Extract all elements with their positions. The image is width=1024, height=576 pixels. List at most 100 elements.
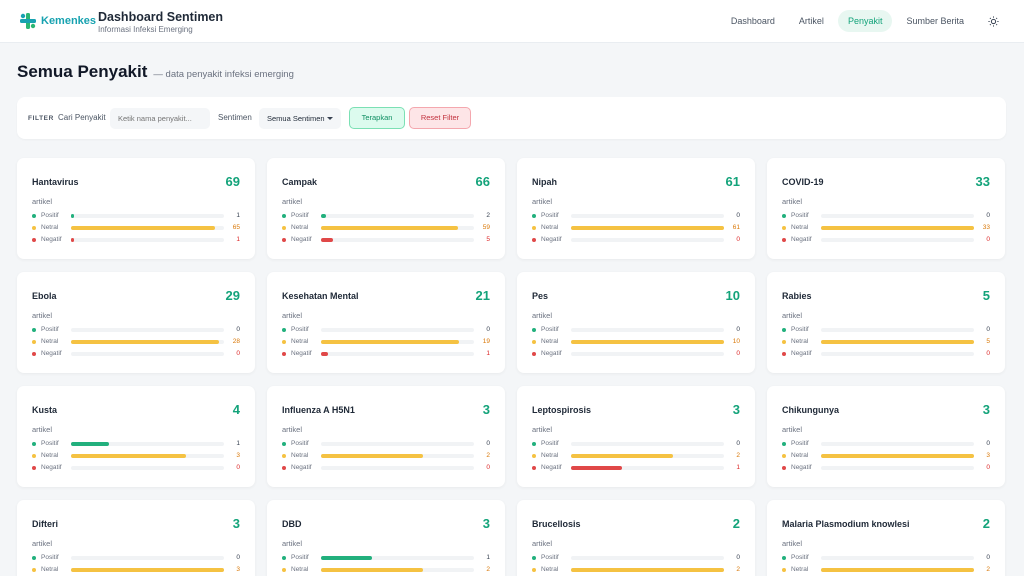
article-unit-label: artikel	[282, 425, 303, 434]
sentiment-count: 19	[482, 338, 490, 345]
disease-card[interactable]: Brucellosis2artikelPositif0Netral2Negati…	[517, 500, 755, 576]
positive-dot-icon	[282, 442, 286, 446]
sentiment-count: 0	[486, 326, 490, 333]
disease-card[interactable]: Nipah 61 artikel Positif 0 Netral 61 Negatif 0	[517, 158, 755, 259]
sentiment-row-positive: Positif 0	[532, 325, 740, 335]
positive-bar-fill	[71, 442, 110, 446]
sentiment-bar-track	[321, 568, 474, 572]
sentiment-bar-track	[321, 214, 474, 218]
sentiment-count: 0	[736, 350, 740, 357]
disease-card[interactable]: DBD3artikelPositif1Netral2Negatif0	[267, 500, 505, 576]
sentiment-bar-track	[571, 454, 724, 458]
sentiment-label: Netral	[541, 452, 559, 459]
nav-artikel[interactable]: Artikel	[798, 16, 824, 26]
sentiment-count: 3	[986, 452, 990, 459]
neutral-bar-fill	[571, 454, 673, 458]
disease-name: Chikungunya	[782, 405, 840, 415]
disease-card[interactable]: Rabies 5 artikel Positif 0 Netral 5 Negatif 0	[767, 272, 1005, 373]
article-count: 61	[725, 174, 740, 189]
sentiment-bar-track	[821, 340, 974, 344]
sentiment-bar-track	[571, 442, 724, 446]
sentiment-count: 1	[236, 236, 240, 243]
nav-dashboard[interactable]: Dashboard	[730, 16, 775, 26]
sentiment-row-positive: Positif 0	[282, 325, 490, 335]
reset-filter-button[interactable]: Reset Filter	[409, 107, 471, 129]
positive-bar-fill	[71, 214, 75, 218]
sun-icon[interactable]	[982, 10, 1004, 32]
disease-card[interactable]: COVID-19 33 artikel Positif 0 Netral 33 Negatif…	[767, 158, 1005, 259]
top-navbar: Kemenkes Dashboard Sentimen Informasi In…	[0, 0, 1024, 43]
sentiment-label: Netral	[541, 566, 559, 573]
article-count: 33	[975, 174, 990, 189]
sentiment-count: 0	[986, 554, 990, 561]
search-label: Cari Penyakit	[58, 113, 106, 122]
sentiment-row-positive: Positif 0	[532, 439, 740, 449]
article-unit-label: artikel	[532, 311, 553, 320]
disease-card[interactable]: Ebola 29 artikel Positif 0 Netral 28 Negatif 0	[17, 272, 255, 373]
sentiment-row-positive: Positif 0	[532, 553, 740, 563]
neutral-bar-fill	[821, 454, 974, 458]
neutral-bar-fill	[71, 568, 224, 572]
sentiment-count: 5	[486, 236, 490, 243]
sentiment-label: Netral	[41, 224, 59, 231]
neutral-bar-fill	[71, 454, 186, 458]
disease-card[interactable]: Chikungunya 3 artikel Positif 0 Netral 3 Negati…	[767, 386, 1005, 487]
sentiment-bar-track	[71, 238, 224, 242]
sentiment-count: 0	[736, 440, 740, 447]
disease-card[interactable]: Difteri3artikelPositif0Netral3Negatif0	[17, 500, 255, 576]
article-count: 2	[732, 516, 740, 531]
sentiment-count: 0	[236, 326, 240, 333]
article-count: 3	[982, 402, 990, 417]
disease-name: DBD	[282, 519, 302, 529]
disease-name: Hantavirus	[32, 177, 79, 187]
sentiment-bar-track	[71, 340, 224, 344]
sentiment-row-positive: Positif 1	[32, 211, 240, 221]
sentiment-label: Positif	[791, 440, 809, 447]
search-input[interactable]	[110, 108, 210, 129]
sentiment-label: Netral	[291, 224, 309, 231]
sentiment-label: Netral	[41, 452, 59, 459]
disease-card[interactable]: Campak 66 artikel Positif 2 Netral 59 Negatif 5	[267, 158, 505, 259]
neutral-bar-fill	[821, 340, 974, 344]
negative-dot-icon	[532, 352, 536, 356]
sentiment-label: Sentimen	[218, 113, 252, 122]
sentiment-count: 3	[236, 566, 240, 573]
nav-penyakit[interactable]: Penyakit	[837, 10, 893, 32]
disease-card[interactable]: Leptospirosis 3 artikel Positif 0 Netral 2 Nega…	[517, 386, 755, 487]
sentiment-count: 0	[236, 554, 240, 561]
neutral-bar-fill	[321, 226, 458, 230]
sentiment-bar-track	[821, 352, 974, 356]
article-unit-label: artikel	[782, 539, 803, 548]
disease-card[interactable]: Kesehatan Mental 21 artikel Positif 0 Netral 1…	[267, 272, 505, 373]
sentiment-count: 2	[486, 566, 490, 573]
disease-card[interactable]: Influenza A H5N1 3 artikel Positif 0 Netral 2 N…	[267, 386, 505, 487]
disease-card[interactable]: Hantavirus 69 artikel Positif 1 Netral 65 Negat…	[17, 158, 255, 259]
main-nav: Dashboard Artikel Penyakit Sumber Berita	[721, 10, 1004, 32]
sentiment-count: 1	[236, 440, 240, 447]
sentiment-count: 2	[486, 452, 490, 459]
sentiment-row-neutral: Netral 59	[282, 223, 490, 233]
disease-card[interactable]: Malaria Plasmodium knowlesi 2 artikel Posit…	[767, 500, 1005, 576]
apply-filter-button[interactable]: Terapkan	[349, 107, 405, 129]
sentiment-label: Negatif	[291, 236, 312, 243]
disease-card[interactable]: Pes 10 artikel Positif 0 Netral 10 Negatif 0	[517, 272, 755, 373]
positive-bar-fill	[321, 214, 326, 218]
neutral-dot-icon	[32, 226, 36, 230]
disease-name: Nipah	[532, 177, 558, 187]
nav-sumber-berita[interactable]: Sumber Berita	[906, 16, 964, 26]
positive-dot-icon	[782, 214, 786, 218]
logo[interactable]: Kemenkes	[20, 13, 96, 29]
disease-name: Leptospirosis	[532, 405, 592, 415]
sentiment-bar-track	[321, 556, 474, 560]
disease-name: Brucellosis	[532, 519, 581, 529]
disease-card[interactable]: Kusta 4 artikel Positif 1 Netral 3 Negatif 0	[17, 386, 255, 487]
positive-dot-icon	[32, 328, 36, 332]
article-count: 10	[725, 288, 740, 303]
sentiment-bar-track	[821, 226, 974, 230]
neutral-dot-icon	[32, 340, 36, 344]
sentiment-row-negative: Negatif 1	[532, 463, 740, 473]
sentiment-row-neutral: Netral 33	[782, 223, 990, 233]
sentiment-bar-track	[71, 328, 224, 332]
sentiment-row-neutral: Netral 28	[32, 337, 240, 347]
sentiment-select[interactable]: Semua Sentimen	[259, 108, 341, 129]
